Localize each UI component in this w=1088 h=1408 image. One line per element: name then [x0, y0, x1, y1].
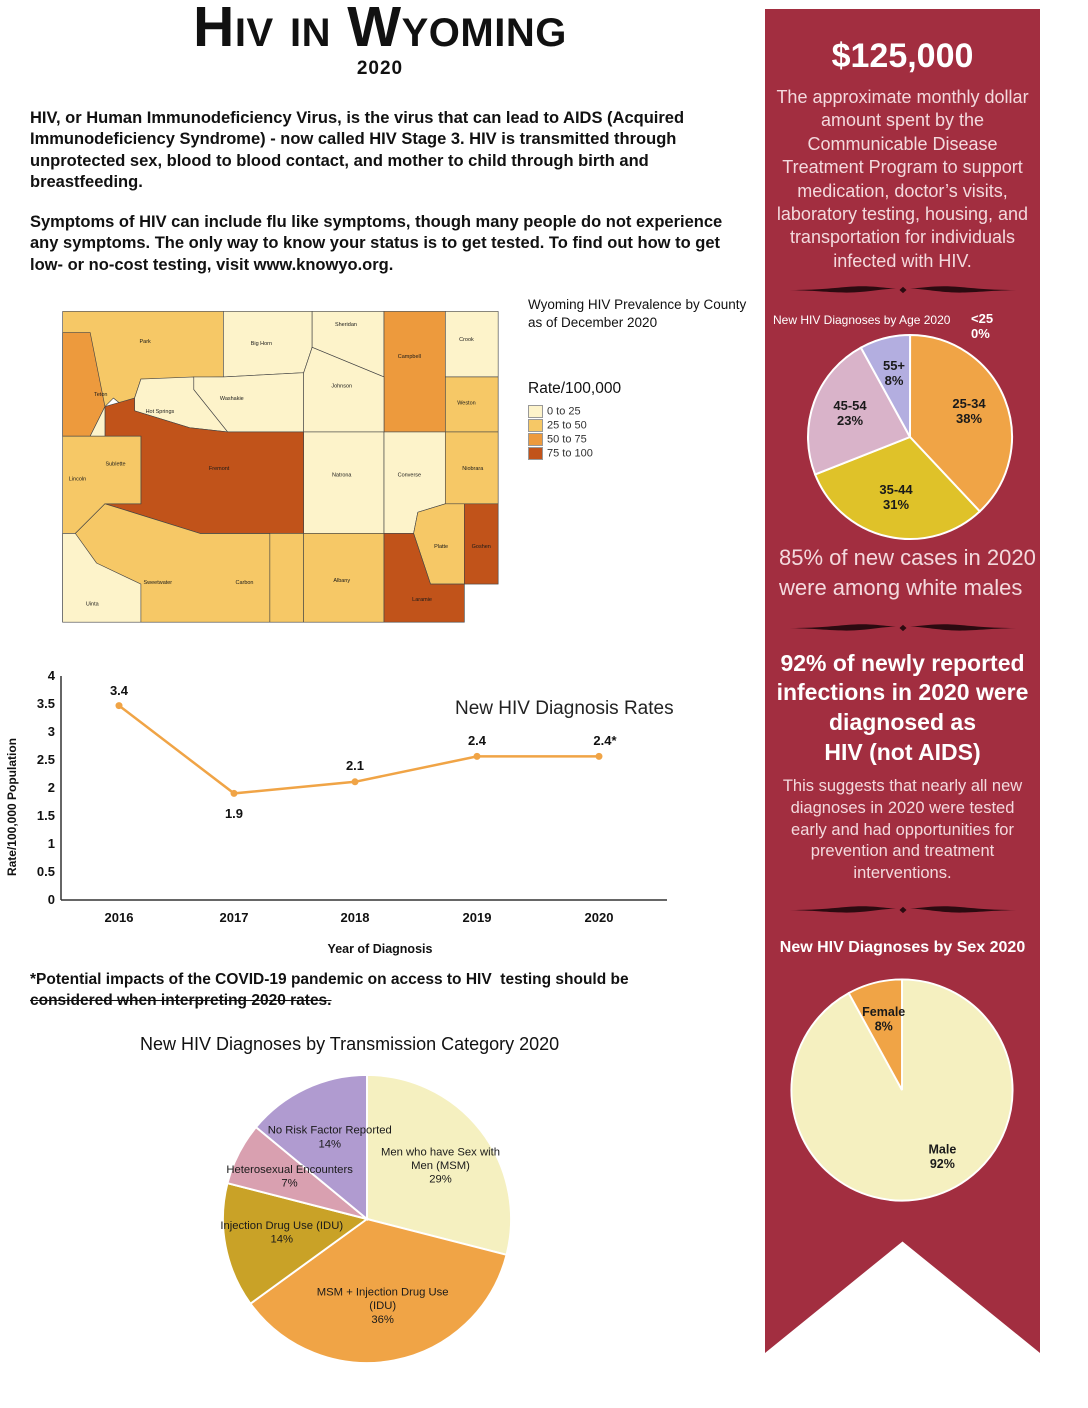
svg-text:Laramie: Laramie	[412, 597, 432, 603]
svg-text:31%: 31%	[883, 497, 909, 512]
svg-text:0: 0	[48, 892, 55, 907]
svg-text:Carbon: Carbon	[235, 580, 253, 586]
svg-text:1.5: 1.5	[37, 808, 55, 823]
svg-text:8%: 8%	[885, 373, 904, 388]
svg-text:Big Horn: Big Horn	[251, 341, 272, 347]
svg-text:Washakie: Washakie	[220, 396, 244, 402]
svg-text:3.4: 3.4	[110, 683, 129, 698]
svg-text:2.4*: 2.4*	[593, 733, 617, 748]
svg-text:Platte: Platte	[434, 544, 448, 550]
svg-text:3.5: 3.5	[37, 696, 55, 711]
svg-text:(IDU): (IDU)	[369, 1300, 396, 1312]
svg-text:Park: Park	[139, 339, 151, 345]
svg-text:29%: 29%	[429, 1174, 452, 1186]
svg-text:2016: 2016	[105, 910, 134, 925]
svg-text:Weston: Weston	[457, 400, 476, 406]
svg-text:Heterosexual Encounters: Heterosexual Encounters	[226, 1164, 353, 1176]
svg-text:Albany: Albany	[333, 578, 350, 584]
svg-text:Fremont: Fremont	[209, 466, 230, 472]
svg-text:Niobrara: Niobrara	[462, 466, 484, 472]
svg-text:Teton: Teton	[94, 392, 107, 398]
svg-text:2019: 2019	[463, 910, 492, 925]
svg-text:Uinta: Uinta	[86, 601, 100, 607]
svg-text:Male: Male	[928, 1142, 956, 1156]
svg-text:2020: 2020	[585, 910, 614, 925]
svg-text:23%: 23%	[837, 413, 863, 428]
svg-text:92%: 92%	[930, 1157, 955, 1171]
svg-text:2018: 2018	[341, 910, 370, 925]
svg-text:2: 2	[48, 780, 55, 795]
svg-text:7%: 7%	[281, 1178, 297, 1190]
svg-text:Natrona: Natrona	[332, 472, 352, 478]
svg-text:Johnson: Johnson	[331, 384, 352, 390]
svg-text:3: 3	[48, 724, 55, 739]
svg-text:No Risk Factor Reported: No Risk Factor Reported	[268, 1125, 392, 1137]
svg-text:Female: Female	[862, 1005, 905, 1019]
svg-text:Sweetwater: Sweetwater	[143, 580, 172, 586]
svg-text:14%: 14%	[270, 1234, 293, 1246]
svg-text:Sheridan: Sheridan	[335, 322, 357, 328]
svg-text:25-34: 25-34	[952, 396, 986, 411]
svg-text:Lincoln: Lincoln	[69, 477, 86, 483]
svg-text:Hot Springs: Hot Springs	[146, 409, 175, 415]
svg-text:MSM + Injection Drug Use: MSM + Injection Drug Use	[317, 1286, 449, 1298]
svg-text:2.5: 2.5	[37, 752, 55, 767]
svg-text:Injection Drug Use (IDU): Injection Drug Use (IDU)	[220, 1220, 343, 1232]
svg-text:Men (MSM): Men (MSM)	[411, 1160, 470, 1172]
svg-text:55+: 55+	[883, 358, 905, 373]
svg-text:Men who have Sex with: Men who have Sex with	[381, 1146, 500, 1158]
svg-text:36%: 36%	[371, 1314, 394, 1326]
svg-text:Campbell: Campbell	[398, 354, 421, 360]
svg-text:8%: 8%	[875, 1019, 893, 1033]
svg-text:2017: 2017	[220, 910, 249, 925]
svg-text:14%: 14%	[318, 1138, 341, 1150]
svg-text:2.1: 2.1	[346, 758, 364, 773]
svg-text:2.4: 2.4	[468, 733, 487, 748]
svg-text:Goshen: Goshen	[472, 544, 491, 550]
svg-text:38%: 38%	[956, 411, 982, 426]
svg-text:0.5: 0.5	[37, 864, 55, 879]
svg-text:35-44: 35-44	[879, 482, 913, 497]
svg-text:45-54: 45-54	[833, 398, 867, 413]
svg-text:4: 4	[48, 670, 56, 683]
svg-text:1.9: 1.9	[225, 806, 243, 821]
svg-text:Sublette: Sublette	[105, 462, 125, 468]
svg-text:Converse: Converse	[398, 472, 421, 478]
svg-text:Crook: Crook	[459, 337, 474, 343]
svg-text:1: 1	[48, 836, 55, 851]
